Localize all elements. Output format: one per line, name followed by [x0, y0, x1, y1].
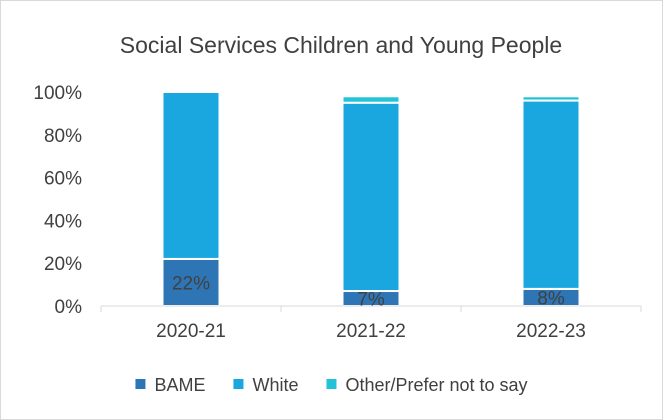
bar-segment — [161, 91, 221, 260]
legend-label: BAME — [154, 375, 205, 395]
legend-swatch — [135, 379, 146, 389]
bar-segment — [341, 101, 401, 293]
x-category-label: 2021-22 — [336, 321, 406, 342]
y-tick-label: 60% — [44, 169, 82, 190]
y-axis: 0% 20% 40% 60% 80% 100% — [33, 83, 82, 318]
data-label: 8% — [537, 288, 565, 309]
bars-group — [161, 91, 581, 308]
chart-title: Social Services Children and Young Peopl… — [120, 32, 562, 58]
legend: BAME White Other/Prefer not to say — [135, 375, 528, 395]
legend-label: White — [252, 375, 298, 395]
legend-swatch — [326, 379, 337, 389]
data-label: 22% — [172, 273, 210, 294]
x-category-label: 2020-21 — [156, 321, 226, 342]
y-tick-label: 40% — [44, 211, 82, 232]
bar-segment — [341, 95, 401, 104]
data-labels: 22% 7% 8% — [172, 273, 565, 310]
legend-label: Other/Prefer not to say — [345, 375, 527, 395]
bar-segment — [521, 99, 581, 290]
x-category-label: 2022-23 — [516, 321, 586, 342]
y-tick-label: 100% — [33, 83, 82, 104]
y-tick-label: 0% — [55, 297, 83, 318]
bar-segment — [521, 95, 581, 102]
legend-swatch — [233, 379, 244, 389]
data-label: 7% — [357, 290, 385, 311]
y-tick-label: 20% — [44, 254, 82, 275]
x-axis: 2020-21 2021-22 2022-23 — [100, 305, 642, 342]
y-tick-label: 80% — [44, 126, 82, 147]
